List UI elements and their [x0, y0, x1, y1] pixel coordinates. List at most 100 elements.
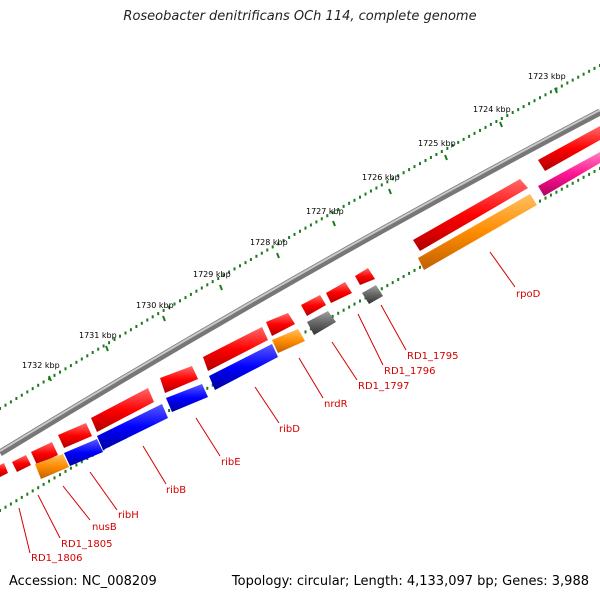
- gene-arrow-cds[interactable]: [203, 327, 268, 371]
- gene-arrow-cds[interactable]: [160, 366, 198, 393]
- kbp-label-1732: 1732 kbp: [22, 361, 60, 370]
- tick-dot: [64, 367, 67, 371]
- tick-dot: [151, 315, 154, 319]
- leader-rpoD: [489, 251, 516, 288]
- tick-dot: [473, 131, 476, 135]
- tick-dot: [489, 122, 492, 126]
- gene-label-RD1_1806[interactable]: RD1_1806: [31, 553, 82, 564]
- gene-arrow-cds[interactable]: [326, 282, 352, 303]
- tick-dot: [59, 473, 61, 477]
- gene-label-RD1_1805[interactable]: RD1_1805: [61, 539, 112, 550]
- tick-dot: [315, 220, 318, 224]
- gene-label-RD1_1797[interactable]: RD1_1797: [358, 381, 409, 392]
- gene-label-ribB[interactable]: ribB: [166, 485, 186, 496]
- tick-dot: [304, 226, 307, 230]
- tick-dot: [320, 217, 323, 221]
- tick-dot: [162, 308, 165, 312]
- tick-dot: [233, 267, 236, 271]
- tick-dot: [260, 251, 263, 255]
- tick-dot: [75, 360, 78, 364]
- gene-label-rpoD[interactable]: rpoD: [516, 289, 541, 300]
- tick-dot: [288, 236, 291, 239]
- tick-dot: [102, 344, 105, 348]
- leader-RD1_1795: [380, 304, 407, 351]
- tick-dot: [560, 84, 563, 88]
- gene-arrow-cds[interactable]: [31, 442, 58, 465]
- gene-arrow-cds[interactable]: [266, 313, 295, 336]
- gene-arrow-ribB[interactable]: [97, 404, 168, 450]
- tick-dot: [506, 114, 509, 117]
- backbone-track: [0, 108, 600, 456]
- gene-label-ribD[interactable]: ribD: [279, 424, 300, 435]
- kbp-label-1723: 1723 kbp: [528, 72, 566, 81]
- tick-dot: [331, 211, 334, 215]
- tick-dot: [146, 318, 149, 322]
- leader-RD1_1806: [18, 507, 31, 554]
- kbp-label-1725: 1725 kbp: [418, 139, 456, 148]
- tick-dot: [266, 248, 269, 252]
- tick-dot: [593, 169, 596, 173]
- leader-ribB: [142, 445, 167, 485]
- leader-ribD: [254, 386, 280, 424]
- tick-dot: [0, 407, 1, 410]
- gene-arrow-nusB[interactable]: [35, 454, 69, 479]
- gene-arrow-cds[interactable]: [0, 463, 8, 477]
- tick-dot: [397, 278, 400, 281]
- gene-arrow-cds[interactable]: [301, 295, 326, 316]
- gene-label-RD1_1796[interactable]: RD1_1796: [384, 366, 435, 377]
- tick-dot: [37, 383, 40, 387]
- gene-label-RD1_1795[interactable]: RD1_1795: [407, 351, 458, 362]
- gene-arrow-ribE[interactable]: [166, 384, 208, 412]
- tick-dot: [419, 162, 421, 166]
- tick-dot: [37, 486, 40, 490]
- gene-label-nusB[interactable]: nusB: [92, 522, 117, 533]
- tick-dot: [277, 242, 280, 246]
- major-tick-1729: [219, 284, 223, 291]
- major-tick-1726: [388, 188, 392, 195]
- leader-nusB: [62, 485, 91, 521]
- leader-RD1_1796: [357, 313, 384, 366]
- tick-dot: [173, 302, 176, 306]
- tick-dot: [369, 189, 372, 193]
- tick-dot: [20, 393, 23, 397]
- tick-dot: [544, 196, 547, 200]
- tick-dot: [119, 334, 121, 338]
- gene-arrow-ribD[interactable]: [209, 344, 278, 390]
- gene-arrow-RD1_1795[interactable]: [362, 285, 383, 304]
- gene-arrow-cds[interactable]: [355, 268, 375, 285]
- tick-dot: [53, 476, 56, 480]
- kbp-label-1730: 1730 kbp: [136, 301, 174, 310]
- tick-dot: [337, 311, 340, 315]
- gene-arrow-cds[interactable]: [91, 388, 154, 432]
- gene-arrow-ribD-orange[interactable]: [272, 329, 305, 353]
- tick-dot: [479, 128, 481, 132]
- gene-arrow-cds[interactable]: [12, 455, 31, 472]
- tick-dot: [80, 460, 83, 464]
- tick-dot: [353, 302, 356, 306]
- kbp-label-1728: 1728 kbp: [250, 238, 288, 247]
- tick-dot: [391, 281, 394, 285]
- tick-dot: [539, 96, 541, 100]
- gene-arrow-pink[interactable]: [538, 152, 600, 196]
- tick-dot: [206, 283, 209, 287]
- tick-dot: [402, 275, 405, 278]
- gene-arrow-ribH[interactable]: [64, 439, 103, 466]
- tick-dot: [359, 195, 361, 199]
- tick-dot: [446, 146, 449, 150]
- gene-label-ribH[interactable]: ribH: [118, 510, 139, 521]
- backbone-highlight: [0, 109, 600, 452]
- gene-arrow-nrdR-gray[interactable]: [307, 311, 336, 335]
- tick-dot: [97, 347, 100, 351]
- tick-dot: [549, 193, 552, 197]
- gene-arrow-rpoD[interactable]: [418, 194, 537, 270]
- gene-arrow-cds[interactable]: [538, 126, 600, 171]
- gene-arrow-cds[interactable]: [413, 179, 528, 251]
- tick-dot: [20, 495, 23, 499]
- gene-label-ribE[interactable]: ribE: [221, 457, 241, 468]
- leader-RD1_1797: [331, 341, 358, 381]
- tick-dot: [271, 245, 274, 249]
- kbp-label-1729: 1729 kbp: [193, 270, 231, 279]
- gene-arrow-cds[interactable]: [58, 423, 92, 448]
- gene-label-nrdR[interactable]: nrdR: [324, 399, 348, 410]
- tick-dot: [168, 305, 171, 309]
